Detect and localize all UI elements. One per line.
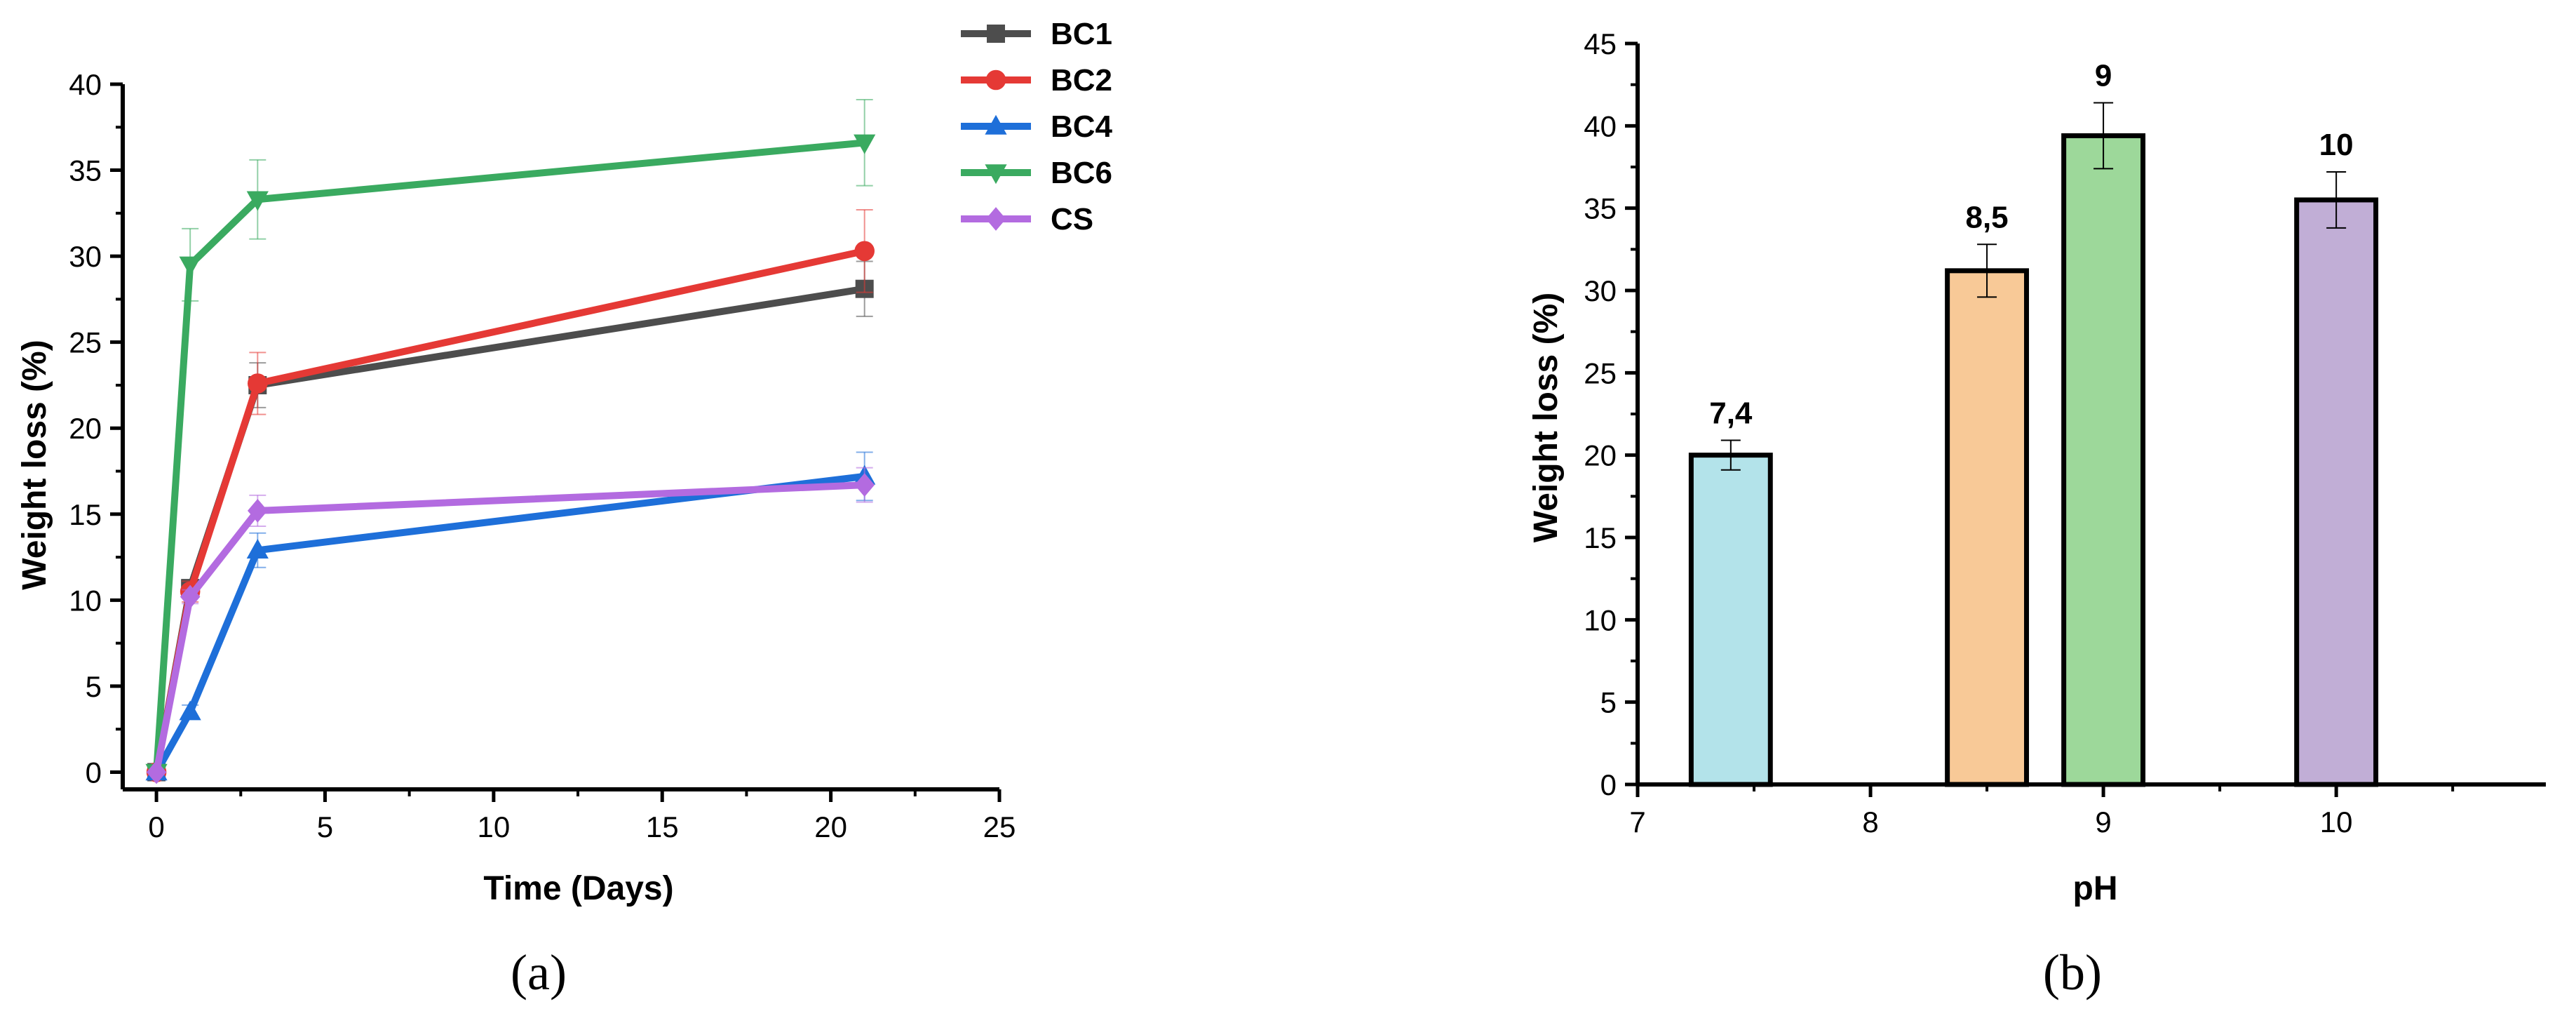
data-point-cs <box>146 760 167 784</box>
legend-label-bc6: BC6 <box>1051 156 1112 190</box>
panel-b-y-tick-label: 30 <box>1584 274 1617 307</box>
panel-a-y-tick-label: 20 <box>69 412 102 445</box>
legend-label-bc2: BC2 <box>1051 63 1112 98</box>
bar-ph-7-4 <box>1688 453 1773 787</box>
panel-a-line-chart: 0 5 10 15 20 25 0 5 10 15 20 25 30 35 40 BC1 BC2 BC4 BC6 C… <box>16 17 1113 1001</box>
data-point-cs <box>248 499 268 523</box>
panel-a-y-tick-label: 0 <box>86 756 102 789</box>
legend-marker-cs <box>985 207 1006 231</box>
panel-b-x-tick-label: 9 <box>2095 806 2111 838</box>
panel-b-label: (b) <box>2043 944 2102 1001</box>
panel-a-y-tick-label: 30 <box>69 240 102 273</box>
panel-a-x-axis-title: Time (Days) <box>483 870 673 907</box>
panel-b-y-tick-label: 40 <box>1584 109 1617 142</box>
series-line-bc6 <box>153 139 865 773</box>
legend-marker-bc6 <box>985 164 1007 185</box>
data-point-cs <box>180 584 201 609</box>
panel-b-y-axis-title: Weight loss (%) <box>1528 293 1565 542</box>
series-line-bc1 <box>153 285 865 773</box>
bar-data-label: 9 <box>2095 58 2112 93</box>
legend-label-cs: CS <box>1051 202 1093 236</box>
bar-ph-9 <box>2061 133 2146 787</box>
panel-a-legend: BC1 BC2 BC4 BC6 CS <box>961 17 1113 236</box>
data-point-bc6 <box>854 134 876 154</box>
panel-b-x-tick-label: 8 <box>1862 806 1878 838</box>
panel-b-y-tick-label: 45 <box>1584 27 1617 60</box>
panel-a-y-tick-label: 40 <box>69 68 102 101</box>
panel-b-y-tick-label: 25 <box>1584 356 1617 389</box>
panel-a-x-tick-label: 25 <box>983 810 1016 843</box>
panel-b-y-tick-label: 15 <box>1584 521 1617 554</box>
panel-a-x-tick-label: 20 <box>814 810 847 843</box>
bar-data-label: 10 <box>2319 128 2354 162</box>
panel-a-y-tick-label: 15 <box>69 498 102 531</box>
legend-label-bc4: BC4 <box>1051 109 1113 144</box>
panel-b-x-tick-label: 7 <box>1629 806 1645 838</box>
panel-b-bar-chart: 7 8 9 10 0 5 10 15 20 25 30 35 40 45 7,4 8,5 9 10 pH Wei… <box>1528 27 2546 1001</box>
panel-a-x-tick-label: 5 <box>317 810 333 843</box>
panel-a-x-tick-label: 15 <box>646 810 679 843</box>
panel-a-y-tick-label: 35 <box>69 154 102 187</box>
data-point-bc6 <box>179 256 201 276</box>
legend-marker-bc2 <box>985 69 1006 91</box>
panel-a-x-tick-label: 10 <box>477 810 510 843</box>
data-point-bc4 <box>246 539 269 559</box>
panel-a-y-tick-label: 25 <box>69 326 102 359</box>
panel-b-x-axis-title: pH <box>2073 870 2118 907</box>
data-point-bc4 <box>179 700 201 721</box>
data-point-bc6 <box>246 191 269 211</box>
bar-data-label: 8,5 <box>1965 200 2008 234</box>
legend-marker-bc1 <box>987 25 1005 43</box>
panel-a-y-tick-label: 5 <box>86 670 102 703</box>
panel-a-y-axis-title: Weight loss (%) <box>16 340 53 589</box>
legend-label-bc1: BC1 <box>1051 17 1112 51</box>
panel-b-y-tick-label: 10 <box>1584 603 1617 636</box>
panel-b-y-tick-label: 20 <box>1584 439 1617 472</box>
panel-b-y-tick-label: 0 <box>1600 768 1617 801</box>
panel-a-label: (a) <box>511 944 567 1001</box>
series-cs <box>146 467 875 784</box>
legend-marker-bc4 <box>985 114 1007 135</box>
panel-a-x-tick-label: 0 <box>148 810 164 843</box>
series-line-bc4 <box>153 472 865 774</box>
bar-ph-8-5 <box>1945 268 2030 787</box>
bar-data-label: 7,4 <box>1709 396 1753 431</box>
series-bc2 <box>146 208 875 782</box>
series-bc6 <box>145 99 876 784</box>
data-point-bc2 <box>854 241 875 262</box>
panel-a-y-tick-label: 10 <box>69 584 102 617</box>
data-point-bc2 <box>248 373 268 394</box>
panel-b-y-tick-label: 5 <box>1600 686 1617 719</box>
panel-b-x-tick-label: 10 <box>2320 806 2353 838</box>
series-line-cs <box>153 481 865 773</box>
bar-ph-10 <box>2294 197 2379 787</box>
panel-b-y-tick-label: 35 <box>1584 192 1617 225</box>
data-point-cs <box>854 473 875 497</box>
